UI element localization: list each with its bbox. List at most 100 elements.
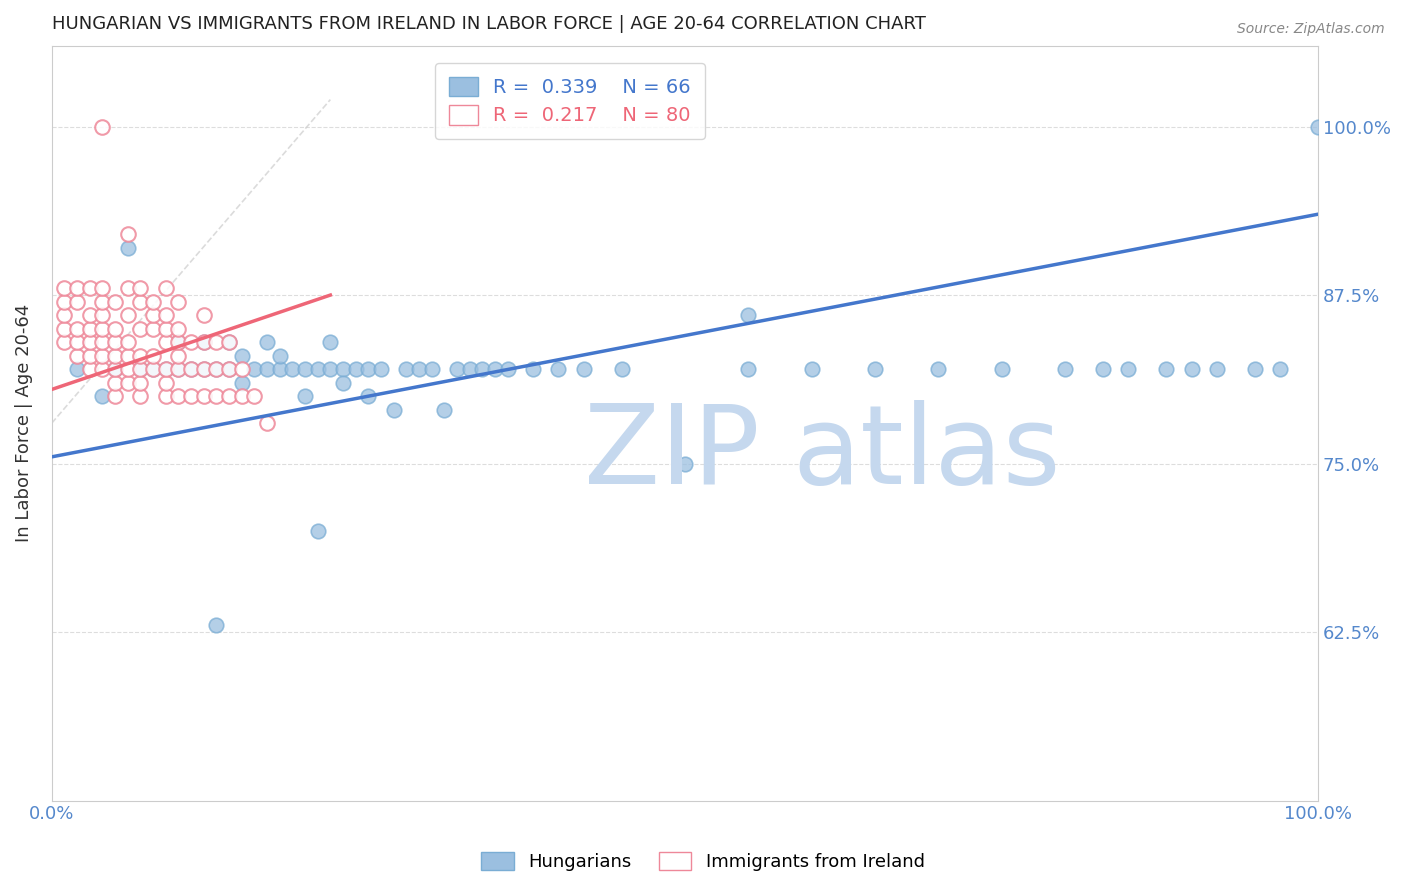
Point bbox=[129, 322, 152, 336]
Point bbox=[129, 376, 152, 390]
Point bbox=[205, 362, 228, 376]
Legend: Hungarians, Immigrants from Ireland: Hungarians, Immigrants from Ireland bbox=[474, 845, 932, 879]
Point bbox=[104, 335, 127, 350]
Point bbox=[129, 362, 152, 376]
Point bbox=[800, 362, 823, 376]
Point bbox=[420, 362, 443, 376]
Point bbox=[79, 281, 101, 295]
Point bbox=[1053, 362, 1076, 376]
Point bbox=[522, 362, 544, 376]
Point bbox=[1308, 120, 1330, 134]
Point bbox=[927, 362, 949, 376]
Point bbox=[1180, 362, 1202, 376]
Point bbox=[91, 281, 114, 295]
Point bbox=[167, 335, 190, 350]
Point bbox=[205, 335, 228, 350]
Point bbox=[104, 349, 127, 363]
Point bbox=[142, 294, 165, 309]
Point bbox=[91, 308, 114, 322]
Point bbox=[91, 349, 114, 363]
Point bbox=[66, 294, 89, 309]
Point bbox=[104, 376, 127, 390]
Legend: R =  0.339    N = 66, R =  0.217    N = 80: R = 0.339 N = 66, R = 0.217 N = 80 bbox=[434, 63, 704, 139]
Point bbox=[218, 335, 240, 350]
Point bbox=[243, 389, 266, 403]
Point bbox=[79, 362, 101, 376]
Point bbox=[458, 362, 481, 376]
Point bbox=[193, 308, 215, 322]
Point bbox=[180, 389, 202, 403]
Point bbox=[193, 335, 215, 350]
Point bbox=[167, 389, 190, 403]
Point bbox=[91, 389, 114, 403]
Text: HUNGARIAN VS IMMIGRANTS FROM IRELAND IN LABOR FORCE | AGE 20-64 CORRELATION CHAR: HUNGARIAN VS IMMIGRANTS FROM IRELAND IN … bbox=[52, 15, 925, 33]
Point bbox=[142, 362, 165, 376]
Point bbox=[117, 227, 139, 242]
Point bbox=[193, 362, 215, 376]
Point bbox=[53, 294, 76, 309]
Point bbox=[91, 294, 114, 309]
Point bbox=[243, 362, 266, 376]
Point bbox=[91, 335, 114, 350]
Point bbox=[319, 335, 342, 350]
Point bbox=[155, 335, 177, 350]
Text: atlas: atlas bbox=[793, 400, 1062, 507]
Y-axis label: In Labor Force | Age 20-64: In Labor Force | Age 20-64 bbox=[15, 304, 32, 542]
Point bbox=[256, 335, 278, 350]
Point bbox=[231, 349, 253, 363]
Point bbox=[344, 362, 367, 376]
Point bbox=[129, 294, 152, 309]
Point bbox=[307, 524, 329, 538]
Point bbox=[167, 335, 190, 350]
Point bbox=[66, 349, 89, 363]
Point bbox=[218, 389, 240, 403]
Point bbox=[737, 308, 759, 322]
Point bbox=[1243, 362, 1265, 376]
Point bbox=[180, 335, 202, 350]
Point bbox=[117, 308, 139, 322]
Point bbox=[496, 362, 519, 376]
Point bbox=[180, 362, 202, 376]
Point bbox=[1205, 362, 1227, 376]
Point bbox=[1116, 362, 1139, 376]
Point bbox=[256, 416, 278, 430]
Point bbox=[129, 389, 152, 403]
Point bbox=[205, 362, 228, 376]
Point bbox=[142, 308, 165, 322]
Point bbox=[53, 308, 76, 322]
Point bbox=[610, 362, 633, 376]
Point bbox=[129, 349, 152, 363]
Point bbox=[572, 362, 595, 376]
Point bbox=[79, 335, 101, 350]
Point bbox=[256, 362, 278, 376]
Text: ZIP: ZIP bbox=[583, 400, 759, 507]
Point bbox=[155, 281, 177, 295]
Point bbox=[91, 362, 114, 376]
Point bbox=[193, 335, 215, 350]
Point bbox=[205, 389, 228, 403]
Point bbox=[66, 322, 89, 336]
Point bbox=[484, 362, 506, 376]
Point bbox=[395, 362, 418, 376]
Point bbox=[231, 389, 253, 403]
Point bbox=[990, 362, 1012, 376]
Point bbox=[167, 294, 190, 309]
Point bbox=[155, 362, 177, 376]
Point bbox=[269, 349, 291, 363]
Text: Source: ZipAtlas.com: Source: ZipAtlas.com bbox=[1237, 22, 1385, 37]
Point bbox=[269, 362, 291, 376]
Point bbox=[332, 362, 354, 376]
Point bbox=[117, 241, 139, 255]
Point bbox=[117, 362, 139, 376]
Point bbox=[155, 376, 177, 390]
Point bbox=[673, 457, 696, 471]
Point bbox=[218, 335, 240, 350]
Point bbox=[117, 376, 139, 390]
Point bbox=[294, 389, 316, 403]
Point bbox=[863, 362, 886, 376]
Point bbox=[91, 322, 114, 336]
Point bbox=[193, 362, 215, 376]
Point bbox=[1154, 362, 1177, 376]
Point bbox=[193, 389, 215, 403]
Point bbox=[142, 349, 165, 363]
